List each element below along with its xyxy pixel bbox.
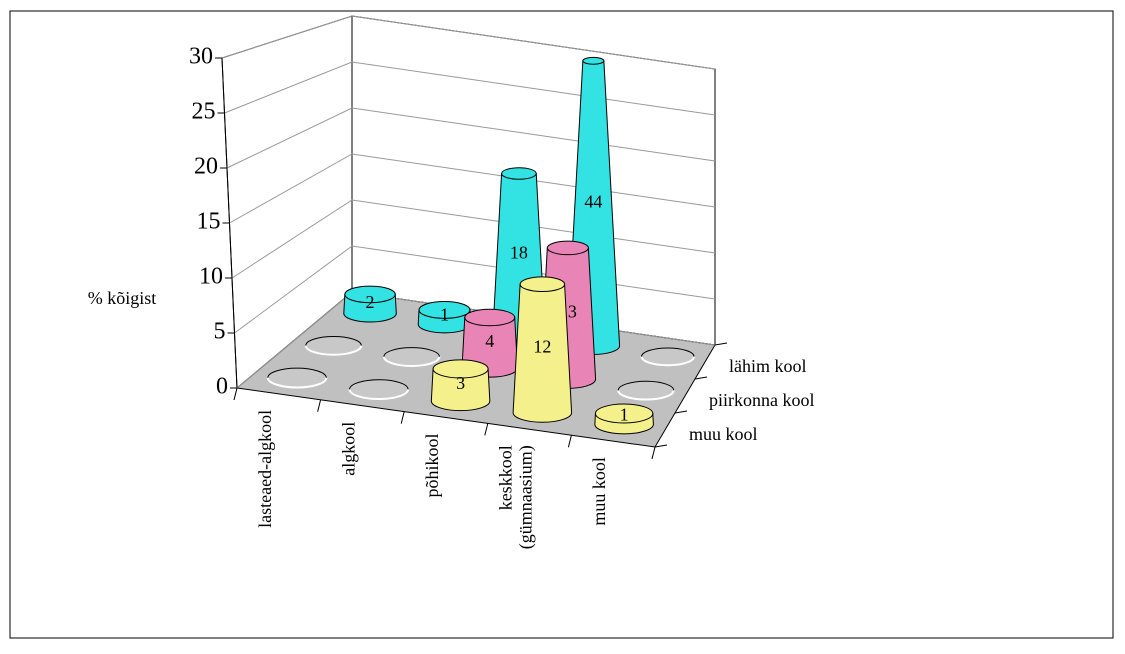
bar-top bbox=[464, 308, 516, 327]
grid-line bbox=[221, 15, 716, 70]
data-label: 3 bbox=[456, 373, 465, 393]
bar-top bbox=[418, 301, 471, 319]
x-tick bbox=[567, 435, 572, 448]
bar-top bbox=[501, 167, 537, 180]
data-label: 44 bbox=[584, 191, 602, 211]
bar bbox=[430, 359, 491, 412]
bar-body bbox=[512, 283, 573, 423]
x-tick bbox=[400, 411, 405, 424]
y-tick-label: 25 bbox=[192, 99, 216, 125]
data-label: 2 bbox=[366, 292, 375, 312]
bar bbox=[594, 403, 654, 435]
cell-rim bbox=[304, 345, 363, 356]
y-tick-label: 0 bbox=[216, 374, 228, 400]
x-tick bbox=[651, 446, 656, 460]
bar-top bbox=[432, 359, 489, 379]
bar bbox=[512, 276, 573, 423]
y-tick-label: 20 bbox=[194, 154, 218, 180]
x-tick-label: põhikool bbox=[422, 434, 442, 498]
data-label: 1 bbox=[620, 404, 629, 424]
bar-top bbox=[582, 56, 605, 65]
x-tick bbox=[233, 387, 238, 401]
x-tick-label: lasteaed-algkool bbox=[255, 410, 275, 528]
y-tick-label: 5 bbox=[214, 319, 226, 345]
x-tick-label: algkool bbox=[338, 422, 358, 476]
data-label: 1 bbox=[440, 304, 449, 324]
x-tick bbox=[317, 399, 322, 412]
legend-label: lähim kool bbox=[729, 356, 807, 376]
bar bbox=[417, 301, 472, 334]
data-label: 18 bbox=[510, 242, 528, 262]
cell-rim bbox=[640, 356, 696, 367]
cell-rim bbox=[348, 389, 410, 401]
frame bbox=[9, 10, 1114, 639]
bar-body bbox=[430, 368, 491, 412]
data-label: 4 bbox=[485, 331, 494, 351]
y-tick-label: 10 bbox=[199, 264, 223, 290]
bar-top bbox=[519, 276, 566, 293]
bar-top bbox=[344, 285, 396, 304]
x-tick-label: muu kool bbox=[589, 457, 609, 526]
y-axis bbox=[221, 57, 238, 389]
z-tick bbox=[694, 376, 708, 380]
data-label: 12 bbox=[533, 337, 551, 357]
x-tick bbox=[484, 423, 489, 436]
z-tick bbox=[654, 444, 668, 448]
bar bbox=[343, 285, 397, 323]
y-tick-label: 30 bbox=[189, 44, 213, 70]
legend-label: piirkonna kool bbox=[709, 390, 815, 410]
z-tick bbox=[714, 342, 728, 346]
cell-rim bbox=[617, 390, 675, 401]
x-tick-label: keskkool(gümnaasium) bbox=[496, 445, 537, 549]
y-tick-label: 15 bbox=[197, 209, 221, 235]
bar-top bbox=[546, 240, 589, 256]
y-axis-label: % kõigist bbox=[88, 288, 157, 308]
cell-rim bbox=[382, 356, 441, 367]
bar-top bbox=[594, 403, 654, 424]
legend-label: muu kool bbox=[689, 424, 758, 444]
z-tick bbox=[674, 410, 688, 414]
cell-rim bbox=[266, 377, 328, 389]
